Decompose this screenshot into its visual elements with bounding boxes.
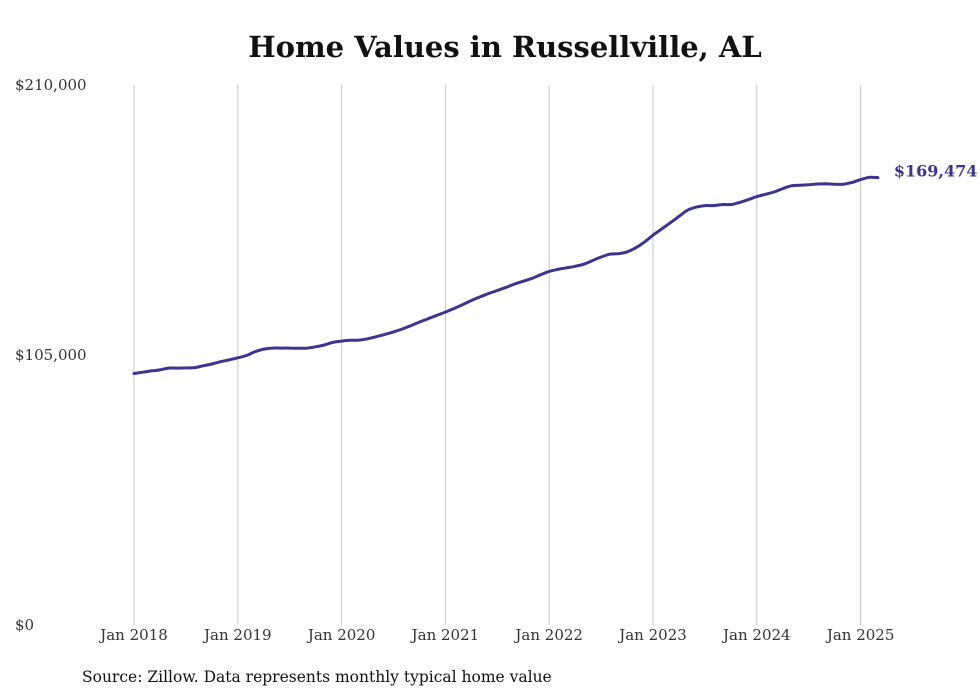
x-tick-label: Jan 2021 [410, 626, 480, 644]
series [132, 175, 880, 375]
series-line [132, 175, 880, 375]
y-axis: $0 $105,000 $210,000 [15, 76, 87, 634]
gridlines [133, 85, 862, 625]
source-note: Source: Zillow. Data represents monthly … [82, 668, 552, 686]
x-tick-label: Jan 2025 [825, 626, 895, 644]
x-tick-label: Jan 2023 [617, 626, 687, 644]
x-tick-label: Jan 2024 [721, 626, 791, 644]
x-tick-label: Jan 2022 [513, 626, 583, 644]
x-tick-label: Jan 2019 [202, 626, 272, 644]
annotations: $169,474 [894, 162, 978, 181]
x-tick-label: Jan 2020 [306, 626, 376, 644]
y-tick-label: $210,000 [15, 76, 87, 94]
y-tick-label: $0 [15, 616, 34, 634]
end-value-label: $169,474 [894, 162, 978, 181]
chart-title: Home Values in Russellville, AL [248, 30, 762, 64]
y-tick-label: $105,000 [15, 346, 87, 364]
x-axis: Jan 2018 Jan 2019 Jan 2020 Jan 2021 Jan 2022… [98, 626, 894, 644]
x-tick-label: Jan 2018 [98, 626, 168, 644]
